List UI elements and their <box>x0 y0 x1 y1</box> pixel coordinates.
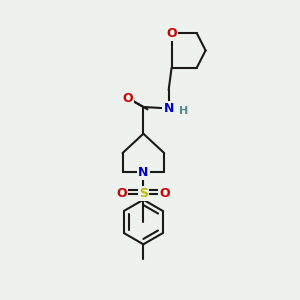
Text: N: N <box>138 166 148 179</box>
Text: O: O <box>123 92 133 105</box>
Text: O: O <box>117 187 127 200</box>
Text: O: O <box>166 27 177 40</box>
Text: N: N <box>164 102 174 115</box>
Text: H: H <box>179 106 189 116</box>
Text: O: O <box>160 187 170 200</box>
Text: S: S <box>139 187 148 200</box>
